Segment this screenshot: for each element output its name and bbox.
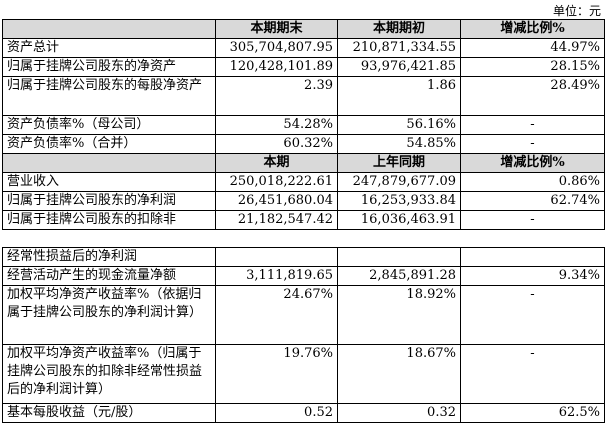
row-label: 基本每股收益（元/股）	[2, 403, 216, 423]
row-label: 营业收入	[2, 172, 216, 192]
table-row: 资产负债率%（合并） 60.32% 54.85% -	[2, 134, 605, 154]
cell-value	[215, 247, 338, 267]
cell-value: -	[460, 210, 605, 230]
financial-table-bottom: 经常性损益后的净利润 经营活动产生的现金流量净额 3,111,819.65 2,…	[2, 247, 605, 423]
table-row: 归属于挂牌公司股东的净资产 120,428,101.89 93,976,421.…	[2, 57, 605, 77]
cell-value: 305,704,807.95	[215, 38, 338, 58]
cell-value: 247,879,677.09	[337, 172, 461, 192]
cell-value: 250,018,222.61	[215, 172, 338, 192]
table-row: 基本每股收益（元/股） 0.52 0.32 62.5%	[2, 403, 605, 423]
table-row: 归属于挂牌公司股东的净利润 26,451,680.04 16,253,933.8…	[2, 191, 605, 211]
cell-value: 26,451,680.04	[215, 191, 338, 211]
cell-value: 19.76%	[215, 344, 338, 404]
cell-value: 0.32	[337, 403, 461, 423]
unit-label: 单位：元	[552, 4, 601, 18]
cell-value: 120,428,101.89	[215, 57, 338, 77]
cell-value: 18.67%	[337, 344, 461, 404]
header-cell	[2, 153, 216, 173]
row-label: 归属于挂牌公司股东的净利润	[2, 191, 216, 211]
header-cell: 增减比例%	[460, 19, 605, 39]
cell-value: 1.86	[337, 76, 461, 116]
row-label: 归属于挂牌公司股东的净资产	[2, 57, 216, 77]
row-label: 资产负债率%（母公司）	[2, 115, 216, 135]
row-label: 经常性损益后的净利润	[2, 247, 216, 267]
cell-value: 62.5%	[460, 403, 605, 423]
table-row: 加权平均净资产收益率%（依据归属于挂牌公司股东的净利润计算） 24.67% 18…	[2, 285, 605, 345]
table-row: 经营活动产生的现金流量净额 3,111,819.65 2,845,891.28 …	[2, 266, 605, 286]
cell-value: 16,036,463.91	[337, 210, 461, 230]
cell-value: 16,253,933.84	[337, 191, 461, 211]
cell-value: 54.28%	[215, 115, 338, 135]
cell-value: -	[460, 285, 605, 345]
row-label: 加权平均净资产收益率%（归属于挂牌公司股东的扣除非经常性损益后的净利润计算）	[2, 344, 216, 404]
row-label: 资产总计	[2, 38, 216, 58]
cell-value: 62.74%	[460, 191, 605, 211]
table-row: 营业收入 250,018,222.61 247,879,677.09 0.86%	[2, 172, 605, 192]
cell-value: 3,111,819.65	[215, 266, 338, 286]
table-row: 资产负债率%（母公司） 54.28% 56.16% -	[2, 115, 605, 135]
cell-value: 21,182,547.42	[215, 210, 338, 230]
row-label: 归属于挂牌公司股东的每股净资产	[2, 76, 216, 116]
row-label: 资产负债率%（合并）	[2, 134, 216, 154]
cell-value	[460, 247, 605, 267]
cell-value: 56.16%	[337, 115, 461, 135]
header-cell: 增减比例%	[460, 153, 605, 173]
table-header-row: 本期期末 本期期初 增减比例%	[2, 19, 605, 39]
cell-value: 9.34%	[460, 266, 605, 286]
header-cell: 本期期末	[215, 19, 338, 39]
cell-value	[337, 247, 461, 267]
cell-value: 28.15%	[460, 57, 605, 77]
cell-value: 44.97%	[460, 38, 605, 58]
cell-value: -	[460, 344, 605, 404]
header-cell	[2, 19, 216, 39]
cell-value: -	[460, 134, 605, 154]
cell-value: -	[460, 115, 605, 135]
table-row: 归属于挂牌公司股东的扣除非 21,182,547.42 16,036,463.9…	[2, 210, 605, 230]
cell-value: 93,976,421.85	[337, 57, 461, 77]
cell-value: 54.85%	[337, 134, 461, 154]
cell-value: 24.67%	[215, 285, 338, 345]
financial-table-top: 本期期末 本期期初 增减比例% 资产总计 305,704,807.95 210,…	[2, 19, 605, 230]
header-cell: 上年同期	[337, 153, 461, 173]
row-label: 加权平均净资产收益率%（依据归属于挂牌公司股东的净利润计算）	[2, 285, 216, 345]
header-cell: 本期期初	[337, 19, 461, 39]
row-label: 归属于挂牌公司股东的扣除非	[2, 210, 216, 230]
header-cell: 本期	[215, 153, 338, 173]
cell-value: 2,845,891.28	[337, 266, 461, 286]
row-label: 经营活动产生的现金流量净额	[2, 266, 216, 286]
cell-value: 0.52	[215, 403, 338, 423]
cell-value: 60.32%	[215, 134, 338, 154]
table-row: 加权平均净资产收益率%（归属于挂牌公司股东的扣除非经常性损益后的净利润计算） 1…	[2, 344, 605, 404]
cell-value: 28.49%	[460, 76, 605, 116]
table-row: 归属于挂牌公司股东的每股净资产 2.39 1.86 28.49%	[2, 76, 605, 116]
cell-value: 0.86%	[460, 172, 605, 192]
table-row: 经常性损益后的净利润	[2, 247, 605, 267]
cell-value: 2.39	[215, 76, 338, 116]
cell-value: 18.92%	[337, 285, 461, 345]
table-row: 资产总计 305,704,807.95 210,871,334.55 44.97…	[2, 38, 605, 58]
table-header-row: 本期 上年同期 增减比例%	[2, 153, 605, 173]
cell-value: 210,871,334.55	[337, 38, 461, 58]
